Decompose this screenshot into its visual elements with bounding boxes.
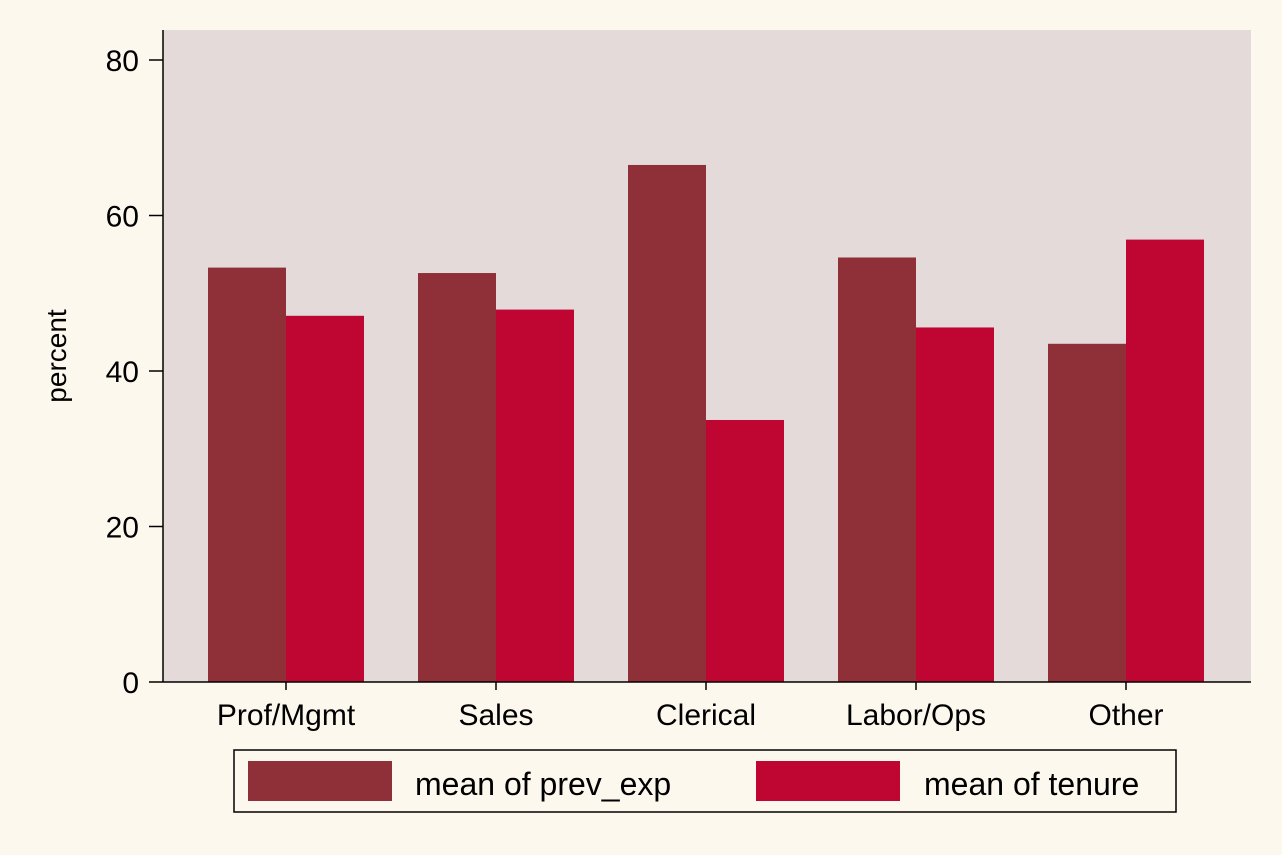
bar-series1-clerical	[628, 164, 706, 682]
y-tick-label: 0	[122, 667, 139, 700]
y-tick-label: 40	[106, 356, 139, 389]
bar-series2-other	[1126, 239, 1204, 683]
y-tick-label: 20	[106, 512, 139, 545]
y-tick-label: 60	[106, 201, 139, 234]
legend-label: mean of prev_exp	[415, 766, 671, 802]
legend-label: mean of tenure	[924, 766, 1139, 802]
y-ticks-group: 0 20 40 60 80	[106, 45, 163, 700]
bar-series2-sales	[496, 309, 574, 682]
bar-series1-prof-mgmt	[208, 267, 286, 682]
y-tick-label: 80	[106, 45, 139, 78]
x-tick-label: Clerical	[656, 699, 756, 732]
bar-series2-prof-mgmt	[286, 315, 364, 682]
bars-group	[208, 164, 1204, 683]
x-tick-label: Prof/Mgmt	[217, 699, 356, 732]
bar-series1-other	[1048, 343, 1126, 682]
bar-series2-clerical	[706, 419, 784, 682]
x-labels-group: Prof/Mgmt Sales Clerical Labor/Ops Other	[217, 682, 1164, 732]
x-tick-label: Sales	[458, 699, 533, 732]
legend-swatch	[248, 761, 392, 801]
x-tick-label: Labor/Ops	[846, 699, 986, 732]
legend-items: mean of prev_exp mean of tenure	[248, 761, 1139, 802]
legend-swatch	[756, 761, 900, 801]
bar-series1-labor-ops	[838, 257, 916, 682]
y-axis-title: percent	[41, 309, 72, 403]
legend: mean of prev_exp mean of tenure	[233, 749, 1177, 813]
bar-series1-sales	[418, 273, 496, 682]
x-tick-label: Other	[1088, 699, 1163, 732]
bar-series2-labor-ops	[916, 327, 994, 682]
legend-box	[233, 749, 1177, 813]
